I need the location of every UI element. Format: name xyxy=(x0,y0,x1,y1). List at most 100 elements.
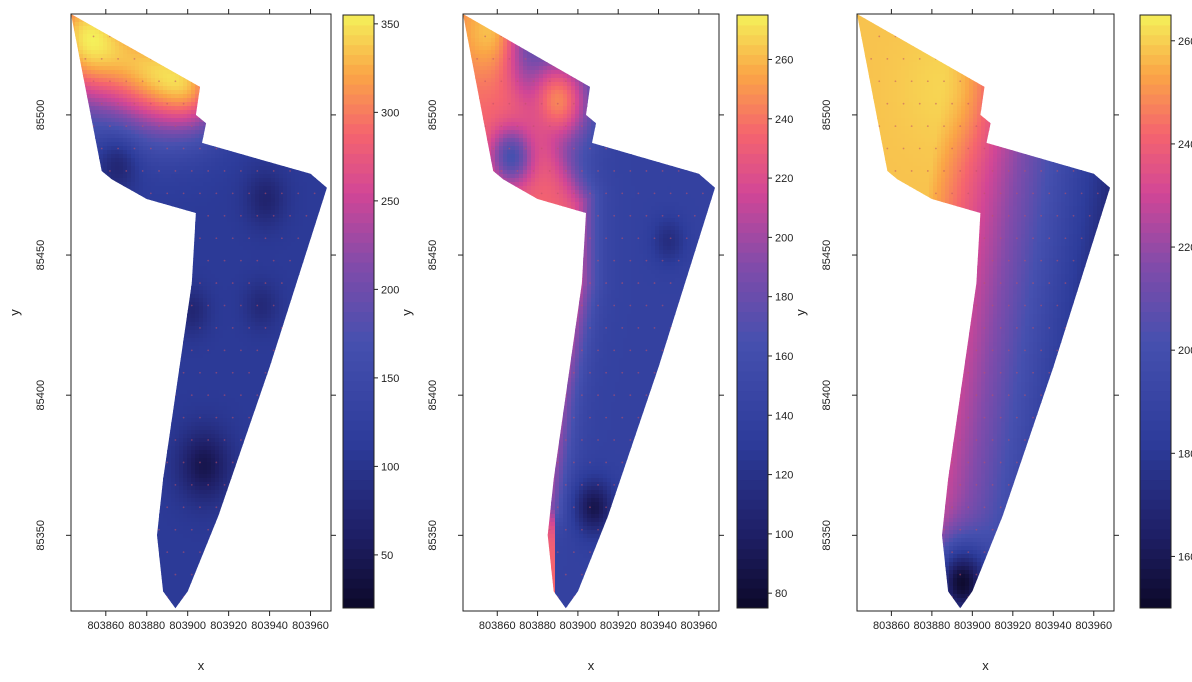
sample-point xyxy=(565,125,567,127)
sample-point xyxy=(895,260,897,262)
sample-point xyxy=(903,148,905,150)
sample-point xyxy=(289,170,291,172)
sample-point xyxy=(84,192,86,194)
colorbar-band xyxy=(343,312,374,322)
sample-point xyxy=(117,237,119,239)
sample-point xyxy=(215,506,217,508)
sample-point xyxy=(500,80,502,82)
sample-point xyxy=(710,125,712,127)
sample-point xyxy=(314,506,316,508)
sample-point xyxy=(670,551,672,553)
sample-point xyxy=(670,237,672,239)
sample-point xyxy=(281,58,283,60)
sample-point xyxy=(158,349,160,351)
sample-point xyxy=(573,282,575,284)
sample-point xyxy=(183,327,185,329)
sample-point xyxy=(646,215,648,217)
sample-point xyxy=(895,529,897,531)
sample-point xyxy=(191,349,193,351)
sample-point xyxy=(686,551,688,553)
sample-point xyxy=(1105,170,1107,172)
sample-point xyxy=(597,170,599,172)
colorbar-band xyxy=(737,499,768,509)
sample-point xyxy=(476,282,478,284)
sample-point xyxy=(232,596,234,598)
sample-point xyxy=(573,372,575,374)
sample-point xyxy=(903,506,905,508)
sample-point xyxy=(265,327,267,329)
sample-point xyxy=(1097,327,1099,329)
sample-point xyxy=(886,148,888,150)
sample-point xyxy=(166,372,168,374)
sample-point xyxy=(306,574,308,576)
sample-point xyxy=(710,349,712,351)
sample-point xyxy=(117,148,119,150)
colorbar-band xyxy=(1140,114,1171,124)
sample-point xyxy=(1073,574,1075,576)
colorbar-band xyxy=(1140,193,1171,203)
sample-point xyxy=(613,125,615,127)
colorbar-band xyxy=(343,25,374,35)
sample-point xyxy=(158,36,160,38)
sample-point xyxy=(597,36,599,38)
sample-point xyxy=(992,394,994,396)
sample-point xyxy=(492,58,494,60)
colorbar-tick-label: 100 xyxy=(381,461,399,473)
sample-point xyxy=(919,58,921,60)
colorbar-band xyxy=(343,549,374,559)
colorbar-band xyxy=(343,64,374,74)
colorbar-tick-label: 240 xyxy=(1178,139,1192,151)
sample-point xyxy=(191,394,193,396)
sample-point xyxy=(1048,103,1050,105)
sample-point xyxy=(150,417,152,419)
sample-point xyxy=(686,58,688,60)
sample-point xyxy=(654,372,656,374)
sample-point xyxy=(581,484,583,486)
sample-point xyxy=(1048,148,1050,150)
colorbar-band xyxy=(737,173,768,183)
sample-point xyxy=(289,349,291,351)
sample-point xyxy=(654,148,656,150)
sample-point xyxy=(183,148,185,150)
sample-point xyxy=(984,506,986,508)
sample-point xyxy=(500,439,502,441)
sample-point xyxy=(951,103,953,105)
sample-point xyxy=(686,372,688,374)
sample-point xyxy=(1016,282,1018,284)
sample-point xyxy=(654,58,656,60)
sample-point xyxy=(1000,237,1002,239)
sample-point xyxy=(959,36,961,38)
sample-point xyxy=(1065,103,1067,105)
sample-point xyxy=(984,148,986,150)
sample-point xyxy=(484,125,486,127)
sample-point xyxy=(199,551,201,553)
sample-point xyxy=(878,215,880,217)
sample-point xyxy=(903,596,905,598)
colorbar-band xyxy=(737,598,768,608)
sample-point xyxy=(878,574,880,576)
colorbar-band xyxy=(343,114,374,124)
sample-point xyxy=(117,103,119,105)
sample-point xyxy=(1016,462,1018,464)
sample-point xyxy=(84,372,86,374)
sample-point xyxy=(886,417,888,419)
sample-point xyxy=(629,170,631,172)
sample-point xyxy=(1081,282,1083,284)
sample-point xyxy=(484,36,486,38)
sample-point xyxy=(289,529,291,531)
colorbar-band xyxy=(343,15,374,25)
colorbar-band xyxy=(1140,55,1171,65)
sample-point xyxy=(134,237,136,239)
colorbar-band xyxy=(1140,410,1171,420)
sample-point xyxy=(637,417,639,419)
heatmap-surface xyxy=(857,14,1118,615)
colorbar-tick-label: 120 xyxy=(775,470,793,482)
sample-point xyxy=(199,506,201,508)
sample-point xyxy=(1008,125,1010,127)
sample-point xyxy=(492,148,494,150)
sample-point xyxy=(508,417,510,419)
sample-point xyxy=(694,349,696,351)
sample-point xyxy=(686,596,688,598)
sample-point xyxy=(125,349,127,351)
sample-point xyxy=(951,417,953,419)
